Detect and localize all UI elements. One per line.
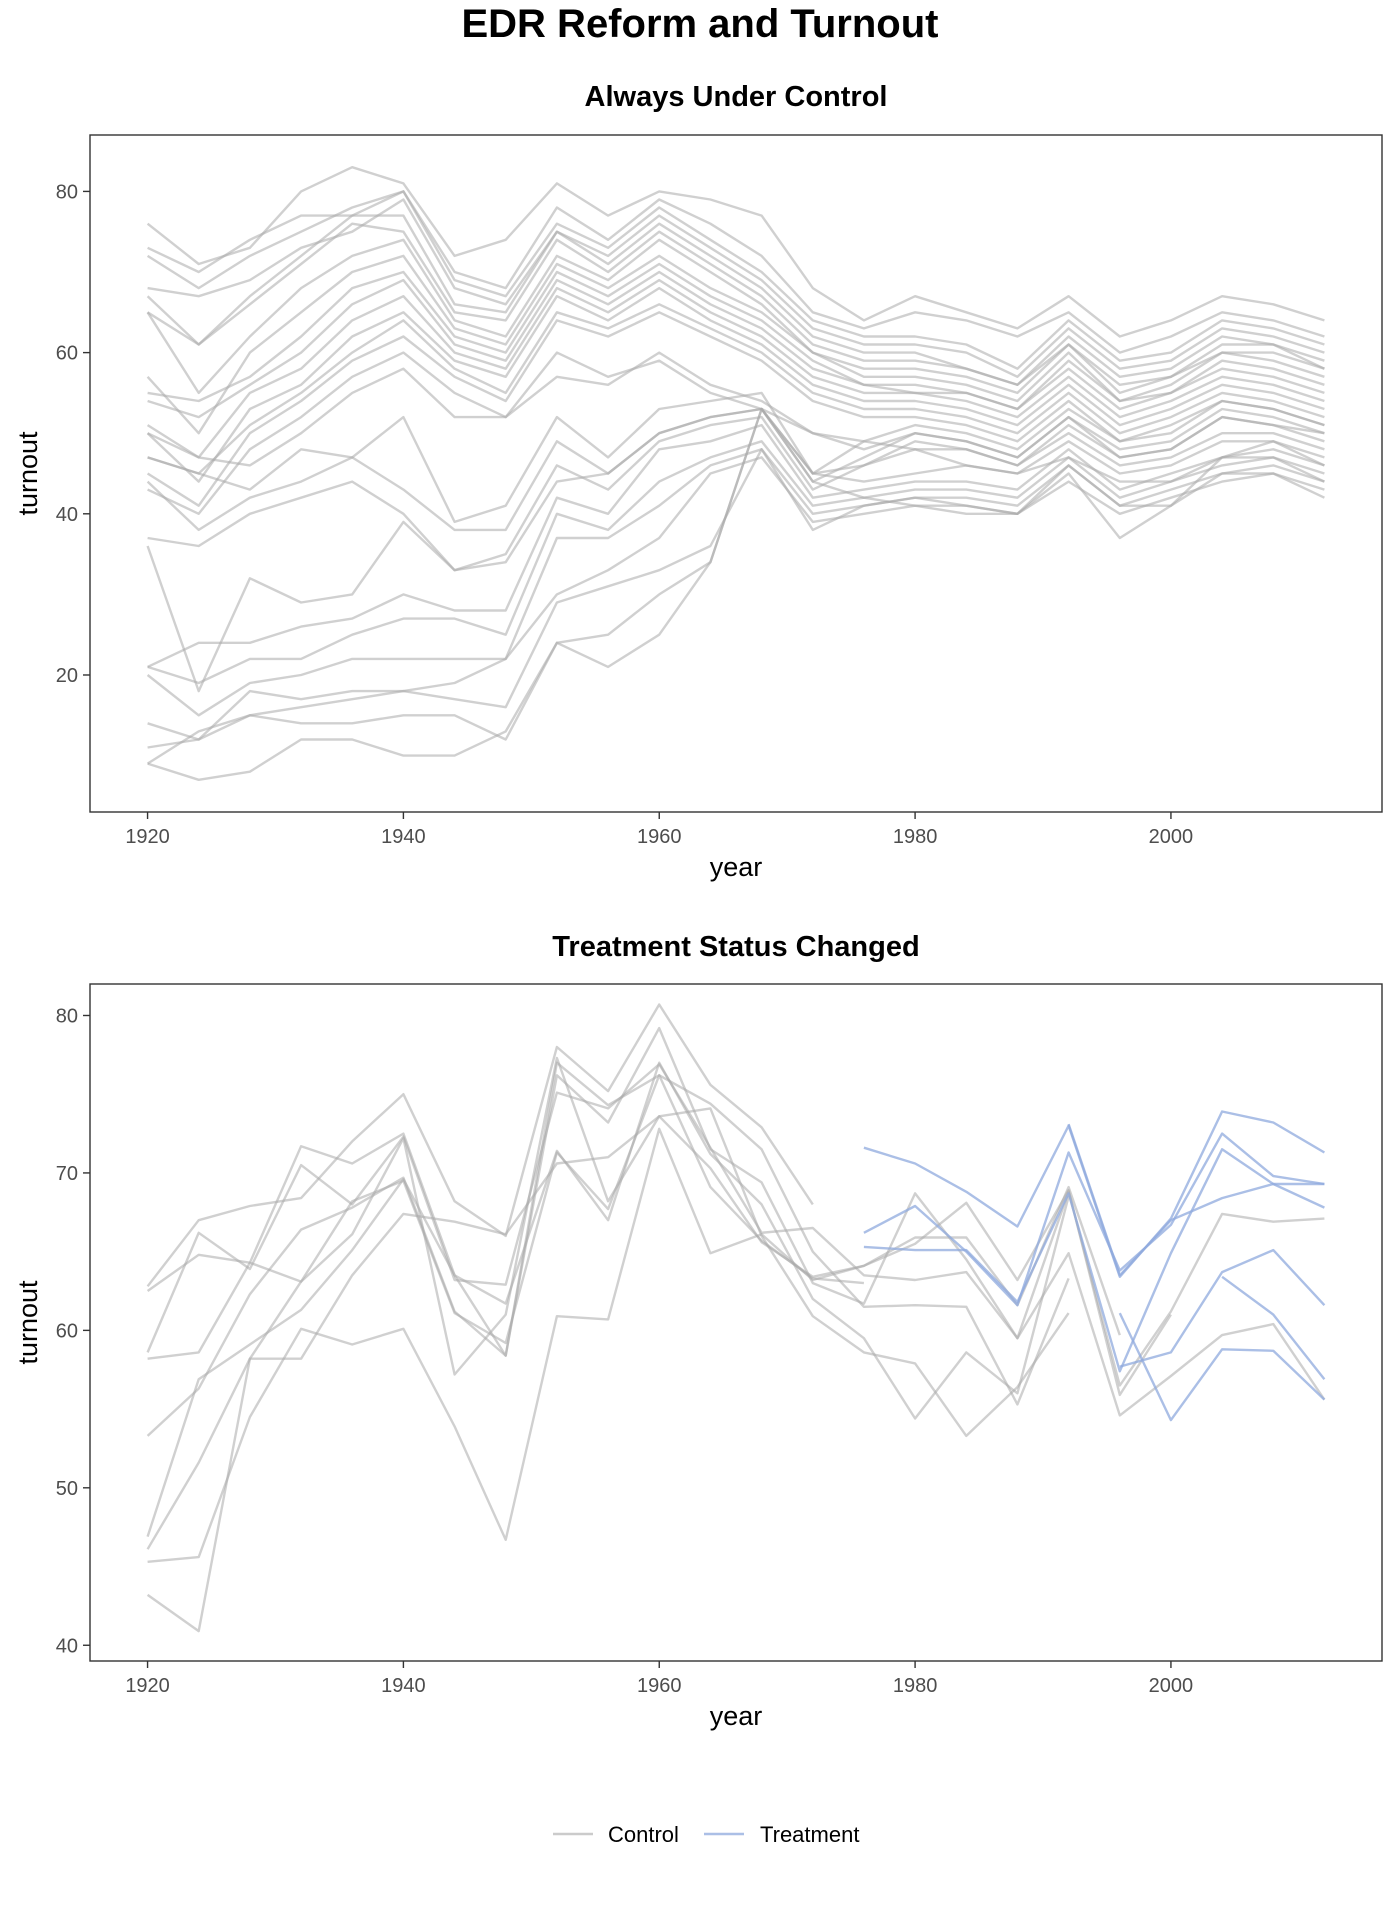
control-series-line xyxy=(146,311,1325,507)
x-tick-label: 1960 xyxy=(637,826,682,848)
plot-frame xyxy=(89,983,1383,1662)
control-series-line xyxy=(147,262,1325,411)
control-series-line xyxy=(146,166,1325,338)
y-tick-label: 50 xyxy=(56,1478,78,1500)
control-series-line xyxy=(146,214,1325,386)
legend: Control Treatment xyxy=(553,1822,859,1847)
control-series-line xyxy=(147,423,1325,668)
y-tick-label: 60 xyxy=(56,343,78,365)
treatment-series-line xyxy=(1119,1248,1326,1368)
y-tick-label: 20 xyxy=(56,665,78,687)
y-tick-label: 40 xyxy=(56,1635,78,1657)
control-series-line xyxy=(146,1003,814,1288)
control-series-line xyxy=(147,270,1325,419)
control-series-line xyxy=(146,222,1325,386)
control-series-line xyxy=(147,440,1325,685)
y-tick-label: 40 xyxy=(56,504,78,526)
treatment-series-line xyxy=(1221,1275,1326,1380)
control-series-line xyxy=(146,407,1325,693)
control-series-line xyxy=(147,190,1325,354)
control-series-line xyxy=(147,448,1325,749)
treatment-series-line xyxy=(863,1110,1326,1278)
treatment-series-line xyxy=(1118,1312,1326,1422)
y-axis-label: turnout xyxy=(13,1280,43,1365)
control-series-line xyxy=(146,278,1325,459)
y-tick-label: 70 xyxy=(56,1163,78,1185)
treatment-series-line xyxy=(863,1132,1325,1307)
control-series-line xyxy=(146,1107,1070,1550)
panel-treatment-status-changed: Treatment Status Changed 40 50 60 70 80 1920 19… xyxy=(13,931,1383,1731)
y-tick-label: 80 xyxy=(56,1005,78,1027)
x-tick-label: 1960 xyxy=(637,1675,682,1697)
treatment-series-line xyxy=(1067,1123,1325,1277)
panel-title: Always Under Control xyxy=(585,81,888,113)
control-series-line xyxy=(146,238,1325,395)
x-tick-label: 1940 xyxy=(381,826,426,848)
control-series-line xyxy=(146,448,1325,717)
panel-title: Treatment Status Changed xyxy=(552,931,919,963)
y-axis-label: turnout xyxy=(13,431,43,516)
control-series-line xyxy=(147,198,1325,378)
x-tick-label: 2000 xyxy=(1149,1675,1194,1697)
control-series-line xyxy=(147,1074,865,1360)
control-series-line xyxy=(146,286,1325,483)
control-series-line xyxy=(147,1127,1172,1563)
control-series-line xyxy=(146,1063,1326,1417)
control-series-line xyxy=(146,1061,1070,1437)
treatment-series-line xyxy=(863,1148,1325,1373)
main-title: EDR Reform and Turnout xyxy=(461,2,939,46)
control-series-line xyxy=(146,1056,1121,1633)
treatment-legend-label: Treatment xyxy=(760,1822,859,1847)
control-series-line xyxy=(147,415,1325,572)
control-series-line xyxy=(147,407,1325,781)
x-tick-label: 1980 xyxy=(893,826,938,848)
x-axis-label: year xyxy=(710,1701,763,1731)
panel-always-under-control: Always Under Control 20 40 60 80 1920 1940 1960… xyxy=(13,81,1383,882)
control-series-line xyxy=(147,391,1325,524)
control-series-line xyxy=(146,254,1325,435)
x-tick-label: 1920 xyxy=(125,1675,170,1697)
control-series-line xyxy=(146,1026,1325,1387)
control-series-line xyxy=(146,190,1325,370)
control-series-line xyxy=(147,303,1325,475)
x-tick-label: 1940 xyxy=(381,1675,426,1697)
x-axis-label: year xyxy=(710,852,763,882)
x-tick-label: 2000 xyxy=(1149,826,1194,848)
control-series-line xyxy=(147,456,1325,741)
plot-frame xyxy=(89,134,1383,813)
control-series-line xyxy=(146,1061,1070,1537)
control-legend-label: Control xyxy=(608,1822,679,1847)
y-tick-label: 60 xyxy=(56,1320,78,1342)
control-series-line xyxy=(147,351,1325,515)
y-tick-label: 80 xyxy=(56,181,78,203)
x-tick-label: 1980 xyxy=(893,1675,938,1697)
x-tick-label: 1920 xyxy=(125,826,170,848)
